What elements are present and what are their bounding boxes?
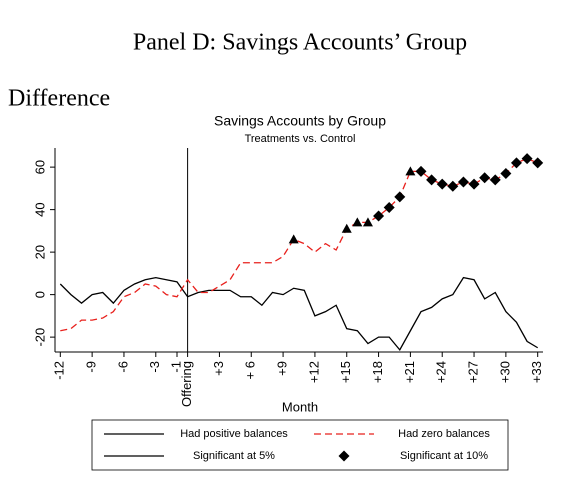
marker xyxy=(288,234,299,244)
x-tick-label: +3 xyxy=(211,361,226,376)
x-tick-label: +12 xyxy=(306,361,321,383)
x-axis-label: Month xyxy=(282,399,318,414)
x-tick-label: +33 xyxy=(529,361,544,383)
series-line xyxy=(60,157,538,332)
legend-label: Had positive balances xyxy=(180,428,288,440)
marker xyxy=(415,165,427,177)
series-line xyxy=(59,276,539,352)
y-tick-label: 20 xyxy=(32,245,47,259)
x-tick-label: +30 xyxy=(497,361,512,383)
marker xyxy=(489,174,501,186)
marker xyxy=(479,172,491,184)
x-tick-label: +27 xyxy=(465,361,480,383)
x-tick-label: -12 xyxy=(52,361,67,380)
marker xyxy=(352,217,363,227)
marker xyxy=(405,166,416,176)
x-tick-label: -6 xyxy=(115,361,130,373)
marker xyxy=(457,176,469,188)
x-tick-label: -3 xyxy=(147,361,162,373)
marker xyxy=(426,174,438,186)
y-tick-label: 0 xyxy=(32,291,47,298)
y-tick-label: -20 xyxy=(32,328,47,347)
marker xyxy=(373,210,385,222)
x-tick-label: + 6 xyxy=(243,361,258,379)
y-tick-label: 40 xyxy=(32,202,47,216)
marker xyxy=(510,157,522,169)
panel-title-continued: Difference xyxy=(8,86,110,112)
y-tick-label: 60 xyxy=(32,160,47,174)
marker xyxy=(500,168,512,179)
x-tick-label: +18 xyxy=(370,361,385,383)
marker xyxy=(383,202,395,213)
x-tick-label: +15 xyxy=(338,361,353,383)
x-tick-label: -9 xyxy=(84,361,99,373)
legend-label: Significant at 5% xyxy=(193,450,275,462)
legend-symbol xyxy=(338,450,350,462)
marker xyxy=(394,191,406,203)
x-tick-label: +21 xyxy=(402,361,417,383)
x-tick-label: +24 xyxy=(434,361,449,383)
chart-title: Savings Accounts by Group xyxy=(214,113,386,129)
legend-label: Had zero balances xyxy=(398,428,490,440)
marker xyxy=(521,153,533,165)
legend-label: Significant at 10% xyxy=(400,450,488,462)
x-tick-label: Offering xyxy=(179,361,194,407)
panel-title: Panel D: Savings Accounts’ Group xyxy=(133,30,467,56)
marker xyxy=(447,180,459,192)
marker xyxy=(436,178,448,190)
chart-subtitle: Treatments vs. Control xyxy=(245,133,356,145)
marker xyxy=(532,157,544,169)
x-tick-label: -1 xyxy=(168,361,183,373)
marker xyxy=(341,223,352,233)
legend-box xyxy=(91,419,509,471)
x-tick-label: +9 xyxy=(275,361,290,376)
marker xyxy=(468,178,480,190)
marker xyxy=(362,217,373,227)
